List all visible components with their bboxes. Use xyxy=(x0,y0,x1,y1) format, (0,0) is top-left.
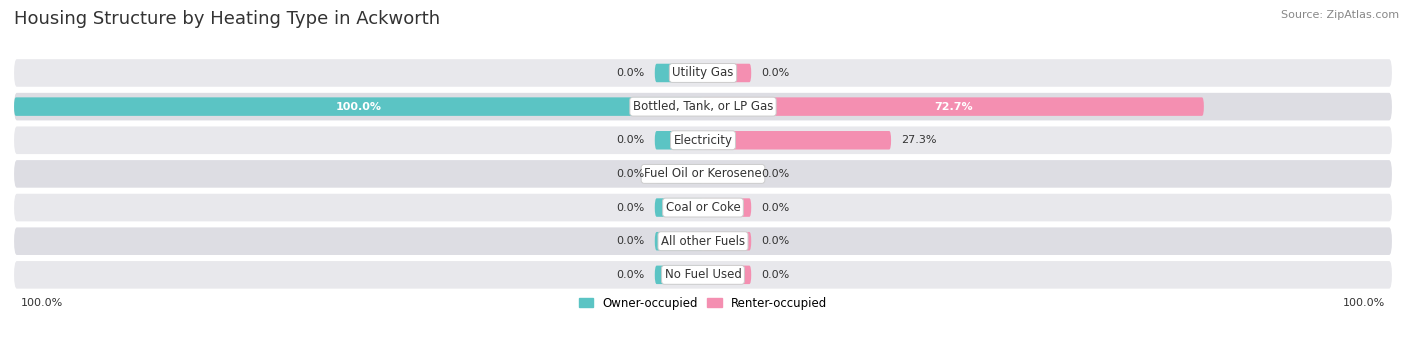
FancyBboxPatch shape xyxy=(703,165,751,183)
Text: 0.0%: 0.0% xyxy=(762,203,790,212)
Text: 0.0%: 0.0% xyxy=(762,236,790,246)
FancyBboxPatch shape xyxy=(655,232,703,250)
FancyBboxPatch shape xyxy=(14,127,1392,154)
Text: Fuel Oil or Kerosene: Fuel Oil or Kerosene xyxy=(644,167,762,180)
FancyBboxPatch shape xyxy=(703,232,751,250)
Text: 0.0%: 0.0% xyxy=(616,68,644,78)
FancyBboxPatch shape xyxy=(14,261,1392,288)
Text: 72.7%: 72.7% xyxy=(934,102,973,112)
Text: 27.3%: 27.3% xyxy=(901,135,936,145)
Text: 0.0%: 0.0% xyxy=(762,169,790,179)
Text: 100.0%: 100.0% xyxy=(21,298,63,308)
FancyBboxPatch shape xyxy=(655,165,703,183)
FancyBboxPatch shape xyxy=(703,131,891,149)
Text: Electricity: Electricity xyxy=(673,134,733,147)
FancyBboxPatch shape xyxy=(14,160,1392,188)
Legend: Owner-occupied, Renter-occupied: Owner-occupied, Renter-occupied xyxy=(574,292,832,314)
Text: Source: ZipAtlas.com: Source: ZipAtlas.com xyxy=(1281,10,1399,20)
FancyBboxPatch shape xyxy=(655,266,703,284)
Text: Coal or Coke: Coal or Coke xyxy=(665,201,741,214)
FancyBboxPatch shape xyxy=(703,98,1204,116)
Text: 0.0%: 0.0% xyxy=(616,236,644,246)
Text: 0.0%: 0.0% xyxy=(762,68,790,78)
FancyBboxPatch shape xyxy=(14,93,1392,120)
FancyBboxPatch shape xyxy=(655,64,703,82)
Text: All other Fuels: All other Fuels xyxy=(661,235,745,248)
Text: No Fuel Used: No Fuel Used xyxy=(665,268,741,281)
Text: Utility Gas: Utility Gas xyxy=(672,66,734,79)
Text: 0.0%: 0.0% xyxy=(616,270,644,280)
Text: 0.0%: 0.0% xyxy=(762,270,790,280)
Text: 100.0%: 100.0% xyxy=(336,102,381,112)
FancyBboxPatch shape xyxy=(703,266,751,284)
FancyBboxPatch shape xyxy=(703,64,751,82)
FancyBboxPatch shape xyxy=(14,227,1392,255)
FancyBboxPatch shape xyxy=(14,98,703,116)
FancyBboxPatch shape xyxy=(703,198,751,217)
Text: Housing Structure by Heating Type in Ackworth: Housing Structure by Heating Type in Ack… xyxy=(14,10,440,28)
Text: 0.0%: 0.0% xyxy=(616,135,644,145)
FancyBboxPatch shape xyxy=(14,59,1392,87)
Text: 0.0%: 0.0% xyxy=(616,203,644,212)
Text: 0.0%: 0.0% xyxy=(616,169,644,179)
FancyBboxPatch shape xyxy=(14,194,1392,221)
FancyBboxPatch shape xyxy=(655,131,703,149)
Text: 100.0%: 100.0% xyxy=(1343,298,1385,308)
FancyBboxPatch shape xyxy=(655,198,703,217)
Text: Bottled, Tank, or LP Gas: Bottled, Tank, or LP Gas xyxy=(633,100,773,113)
